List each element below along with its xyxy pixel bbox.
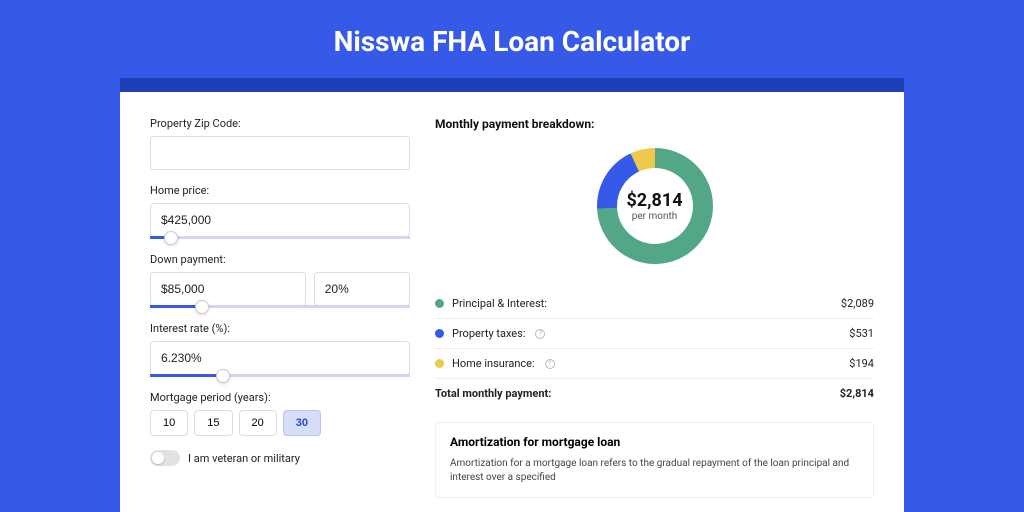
interest-rate-slider-fill: [150, 374, 223, 377]
down-payment-slider-thumb[interactable]: [195, 300, 209, 314]
down-payment-amount-input[interactable]: [150, 272, 306, 306]
home-price-input[interactable]: [150, 203, 410, 237]
period-button-20[interactable]: 20: [239, 410, 277, 436]
zip-field: Property Zip Code:: [150, 117, 410, 170]
interest-rate-field: Interest rate (%):: [150, 322, 410, 377]
total-label: Total monthly payment:: [435, 387, 551, 400]
interest-rate-input[interactable]: [150, 341, 410, 375]
interest-rate-slider-thumb[interactable]: [216, 369, 230, 383]
breakdown-title: Monthly payment breakdown:: [435, 117, 874, 131]
legend-amount: $194: [849, 357, 874, 370]
period-button-10[interactable]: 10: [150, 410, 188, 436]
calculator-card: Property Zip Code: Home price: Down paym…: [120, 92, 904, 512]
legend-dot: [435, 299, 444, 308]
donut-amount: $2,814: [626, 190, 682, 211]
home-price-field: Home price:: [150, 184, 410, 239]
legend-row-0: Principal & Interest: $2,089: [435, 289, 874, 319]
legend-label: Principal & Interest:: [452, 297, 547, 310]
legend-label: Property taxes:: [452, 327, 525, 340]
legend-dot: [435, 329, 444, 338]
legend-dot: [435, 359, 444, 368]
accent-bar: [120, 78, 904, 92]
period-button-30[interactable]: 30: [283, 410, 321, 436]
total-row: Total monthly payment: $2,814: [435, 379, 874, 408]
down-payment-label: Down payment:: [150, 253, 410, 266]
legend-label: Home insurance:: [452, 357, 535, 370]
mortgage-period-buttons: 1015 2030: [150, 410, 410, 436]
home-price-label: Home price:: [150, 184, 410, 197]
amortization-title: Amortization for mortgage loan: [450, 435, 859, 449]
donut-sub: per month: [626, 211, 682, 222]
legend-row-2: Home insurance:? $194: [435, 349, 874, 379]
mortgage-period-field: Mortgage period (years): 1015 2030: [150, 391, 410, 436]
breakdown-column: Monthly payment breakdown: $2,814 per mo…: [435, 117, 874, 512]
donut-chart: $2,814 per month: [435, 141, 874, 271]
zip-label: Property Zip Code:: [150, 117, 410, 130]
legend-amount: $2,089: [841, 297, 874, 310]
veteran-row: I am veteran or military: [150, 450, 410, 466]
interest-rate-slider[interactable]: [150, 374, 410, 377]
amortization-text: Amortization for a mortgage loan refers …: [450, 457, 859, 485]
amortization-box: Amortization for mortgage loan Amortizat…: [435, 422, 874, 498]
mortgage-period-label: Mortgage period (years):: [150, 391, 410, 404]
home-price-slider[interactable]: [150, 236, 410, 239]
down-payment-percent-input[interactable]: [314, 272, 410, 306]
zip-input[interactable]: [150, 136, 410, 170]
info-icon[interactable]: ?: [535, 329, 545, 339]
veteran-toggle[interactable]: [150, 450, 180, 466]
interest-rate-label: Interest rate (%):: [150, 322, 410, 335]
down-payment-field: Down payment:: [150, 253, 410, 308]
form-column: Property Zip Code: Home price: Down paym…: [150, 117, 410, 512]
total-amount: $2,814: [840, 387, 874, 400]
legend-amount: $531: [849, 327, 874, 340]
down-payment-slider[interactable]: [150, 305, 410, 308]
legend-list: Principal & Interest: $2,089 Property taxe…: [435, 289, 874, 379]
donut-center: $2,814 per month: [626, 190, 682, 222]
period-button-15[interactable]: 15: [194, 410, 232, 436]
veteran-label: I am veteran or military: [188, 452, 300, 465]
home-price-slider-thumb[interactable]: [164, 231, 178, 245]
legend-row-1: Property taxes:? $531: [435, 319, 874, 349]
info-icon[interactable]: ?: [545, 359, 555, 369]
page-title: Nisswa FHA Loan Calculator: [0, 0, 1024, 78]
